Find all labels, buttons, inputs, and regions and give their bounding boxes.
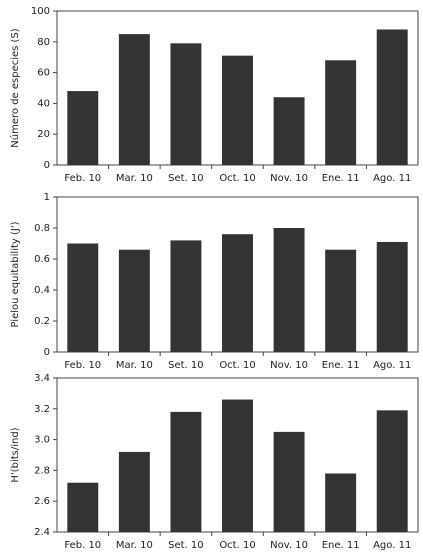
x-tick-label: Feb. 10 [64, 360, 101, 371]
y-tick-label: 0.4 [34, 285, 50, 296]
bar [67, 91, 99, 165]
bar [222, 399, 253, 532]
y-tick-label: 0.2 [34, 316, 50, 327]
x-tick-label: Oct. 10 [219, 360, 255, 371]
bar [118, 34, 150, 165]
x-tick-label: Set. 10 [168, 540, 204, 551]
y-tick-label: 40 [37, 98, 50, 109]
bar [325, 60, 357, 165]
x-tick-label: Set. 10 [168, 173, 204, 184]
x-tick-label: Oct. 10 [219, 540, 255, 551]
y-tick-label: 3.4 [34, 373, 50, 384]
x-tick-label: Ene. 11 [322, 540, 360, 551]
y-axis-label: Número de especies (S) [9, 28, 21, 148]
bar [118, 451, 150, 532]
x-tick-label: Oct. 10 [219, 173, 255, 184]
y-tick-label: 0 [44, 347, 50, 358]
x-tick-label: Feb. 10 [64, 540, 101, 551]
y-tick-label: 3.2 [34, 404, 50, 415]
x-tick-label: Ene. 11 [322, 173, 360, 184]
bar [222, 55, 253, 165]
y-tick-label: 2.6 [34, 496, 50, 507]
bar [376, 241, 408, 352]
y-tick-label: 0.6 [34, 254, 50, 265]
y-tick-label: 1 [44, 192, 50, 203]
y-axis-label: H'(bits/ind) [10, 427, 21, 482]
bar [67, 482, 99, 532]
y-tick-label: 0.8 [34, 223, 50, 234]
bar [170, 411, 202, 532]
y-tick-label: 100 [31, 6, 50, 17]
bar [170, 240, 202, 352]
y-axis-label: Pielou equitability (J') [10, 221, 21, 327]
x-tick-label: Mar. 10 [116, 540, 153, 551]
x-tick-label: Ago. 11 [373, 173, 411, 184]
bar [273, 228, 305, 352]
x-tick-label: Ene. 11 [322, 360, 360, 371]
x-tick-label: Nov. 10 [270, 540, 308, 551]
y-tick-label: 0 [44, 160, 50, 171]
y-tick-label: 80 [37, 37, 50, 48]
y-tick-label: 2.8 [34, 465, 50, 476]
y-tick-label: 2.4 [34, 527, 50, 538]
bar [170, 43, 202, 166]
bar [325, 249, 357, 352]
x-tick-label: Ago. 11 [373, 540, 411, 551]
x-tick-label: Mar. 10 [116, 173, 153, 184]
bar [273, 97, 305, 165]
x-tick-label: Set. 10 [168, 360, 204, 371]
bar [376, 29, 408, 166]
x-tick-label: Feb. 10 [64, 173, 101, 184]
y-tick-label: 60 [37, 68, 50, 79]
bar [325, 473, 357, 532]
x-tick-label: Ago. 11 [373, 360, 411, 371]
bar [118, 249, 150, 352]
y-tick-label: 20 [37, 129, 50, 140]
bar [67, 243, 99, 352]
y-tick-label: 3.0 [34, 435, 50, 446]
x-tick-label: Nov. 10 [270, 360, 308, 371]
bar [376, 410, 408, 532]
bar [222, 234, 253, 352]
bar [273, 431, 305, 532]
x-tick-label: Mar. 10 [116, 360, 153, 371]
x-tick-label: Nov. 10 [270, 173, 308, 184]
